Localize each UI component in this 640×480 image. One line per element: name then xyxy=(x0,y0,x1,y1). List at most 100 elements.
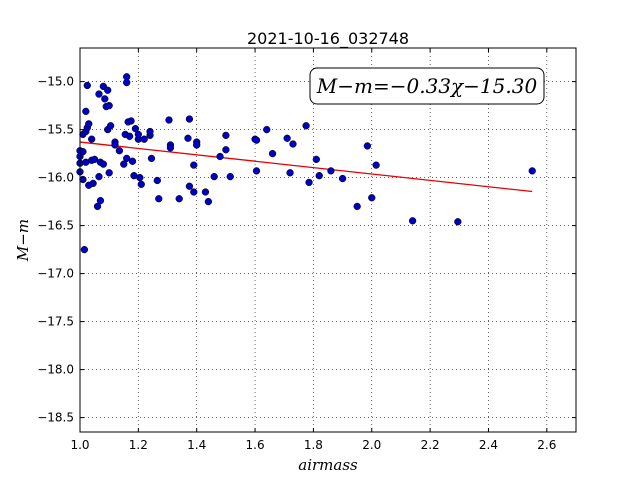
data-point xyxy=(338,174,347,183)
data-point xyxy=(185,182,194,190)
annotation-box xyxy=(309,67,545,105)
data-point xyxy=(372,161,380,169)
data-point xyxy=(105,169,113,177)
data-point xyxy=(95,90,103,98)
x-tick-label: 1.0 xyxy=(70,438,89,452)
data-point xyxy=(137,180,145,188)
y-tick-label: −15.0 xyxy=(37,75,74,89)
data-point xyxy=(85,120,93,128)
x-tick-label: 2.0 xyxy=(362,438,381,452)
data-point xyxy=(89,179,97,188)
data-point xyxy=(147,154,156,163)
data-point xyxy=(327,167,335,175)
data-point xyxy=(175,195,183,203)
data-point xyxy=(123,78,131,87)
data-point xyxy=(263,125,271,134)
x-tick-labels: 1.0 1.2 1.4 1.6 1.8 2.0 2.2 2.4 2.6 xyxy=(70,438,556,452)
data-point xyxy=(252,136,261,144)
x-tick-label: 1.6 xyxy=(246,438,265,452)
data-point xyxy=(127,117,135,125)
data-point xyxy=(128,157,137,165)
data-point xyxy=(302,122,310,130)
data-point xyxy=(312,155,320,164)
data-point xyxy=(115,147,124,155)
data-point xyxy=(222,146,230,154)
y-tick-label: −18.0 xyxy=(37,363,74,377)
data-point xyxy=(226,172,234,181)
data-point xyxy=(315,172,323,180)
x-tick-label: 2.2 xyxy=(421,438,440,452)
data-point xyxy=(131,124,140,133)
data-point xyxy=(286,169,294,177)
data-point xyxy=(185,115,194,123)
data-point xyxy=(165,116,173,124)
data-point xyxy=(95,172,103,181)
data-point xyxy=(106,122,115,130)
fit-line-layer xyxy=(79,141,533,193)
data-point xyxy=(146,127,154,136)
data-point xyxy=(134,130,143,139)
y-axis-label: M−m xyxy=(14,219,32,262)
data-point xyxy=(120,160,128,168)
data-point xyxy=(93,202,102,211)
fit-line xyxy=(79,141,533,193)
data-point xyxy=(222,131,230,140)
data-point xyxy=(454,218,462,226)
data-point xyxy=(79,148,87,156)
y-tick-label: −18.5 xyxy=(37,411,74,425)
data-point xyxy=(305,178,313,187)
y-tick-label: −16.0 xyxy=(37,171,74,185)
scatter-points xyxy=(76,73,536,254)
data-point xyxy=(190,161,198,169)
data-point xyxy=(193,141,201,149)
data-point xyxy=(88,135,96,143)
data-point xyxy=(104,86,112,94)
x-tick-label: 1.8 xyxy=(304,438,323,452)
data-point xyxy=(283,134,291,142)
x-tick-label: 1.4 xyxy=(187,438,206,452)
data-point xyxy=(99,160,107,168)
data-point xyxy=(166,144,175,152)
x-tick-label: 1.2 xyxy=(129,438,148,452)
y-tick-label: −17.0 xyxy=(37,267,74,281)
data-point xyxy=(90,155,99,164)
data-point xyxy=(136,173,144,182)
data-point xyxy=(140,135,148,143)
data-point xyxy=(216,152,224,161)
data-point xyxy=(528,167,536,175)
data-point xyxy=(80,245,89,254)
data-point xyxy=(83,81,91,90)
data-point xyxy=(368,194,376,202)
data-point xyxy=(190,188,198,196)
data-point xyxy=(153,176,161,185)
data-point xyxy=(125,132,134,140)
data-point xyxy=(289,140,297,148)
x-tick-label: 2.4 xyxy=(479,438,498,452)
data-point xyxy=(363,142,372,150)
data-point xyxy=(123,154,131,163)
x-tick-label: 2.6 xyxy=(537,438,556,452)
equation-annotation: M−m=−0.33χ−15.30 xyxy=(309,67,545,105)
data-point xyxy=(268,149,277,158)
data-point xyxy=(96,196,105,205)
data-point xyxy=(184,134,192,142)
axis-ticks xyxy=(79,48,576,432)
data-point xyxy=(210,172,218,181)
y-tick-label: −15.5 xyxy=(37,123,74,137)
data-point xyxy=(82,107,90,116)
data-point xyxy=(201,188,210,196)
data-point xyxy=(353,202,361,211)
x-axis-label: airmass xyxy=(298,456,358,474)
data-point xyxy=(252,167,261,175)
data-point xyxy=(204,197,213,206)
y-tick-labels: −15.0 −15.5 −16.0 −16.5 −17.0 −17.5 −18.0 −18.5 xyxy=(37,75,74,425)
data-point xyxy=(111,141,119,149)
y-tick-label: −17.5 xyxy=(37,315,74,329)
data-point xyxy=(105,101,113,110)
data-point xyxy=(101,95,109,103)
chart-title: 2021-10-16_032748 xyxy=(247,29,409,49)
plot-area-frame xyxy=(79,47,577,433)
annotation-text: M−m=−0.33χ−15.30 xyxy=(316,74,538,98)
data-point xyxy=(408,217,417,225)
